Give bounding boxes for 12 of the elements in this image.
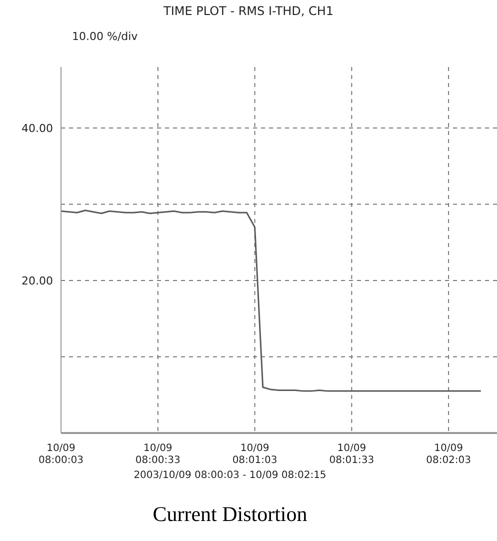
text: 2003/10/09 08:00:03 - 10/09 08:02:15 [132, 470, 328, 481]
text: Current Distortion [152, 502, 308, 527]
x-tick-label: 10/09 08:02:03 [426, 443, 472, 466]
x-tick-label: 10/09 08:01:03 [232, 443, 278, 466]
x-tick-label: 10/09 08:01:33 [329, 443, 374, 466]
y-tick-label: 40.00 [22, 122, 53, 135]
x-tick-label: 10/09 08:00:03 [38, 443, 84, 466]
y-tick-label: 20.00 [22, 274, 53, 288]
chart-subtitle: 10.00 %/div [72, 30, 138, 43]
x-tick-label: 10/09 08:00:33 [135, 443, 180, 466]
chart-title: TIME PLOT - RMS I-THD, CH1 [162, 4, 334, 18]
line-series [61, 210, 482, 392]
